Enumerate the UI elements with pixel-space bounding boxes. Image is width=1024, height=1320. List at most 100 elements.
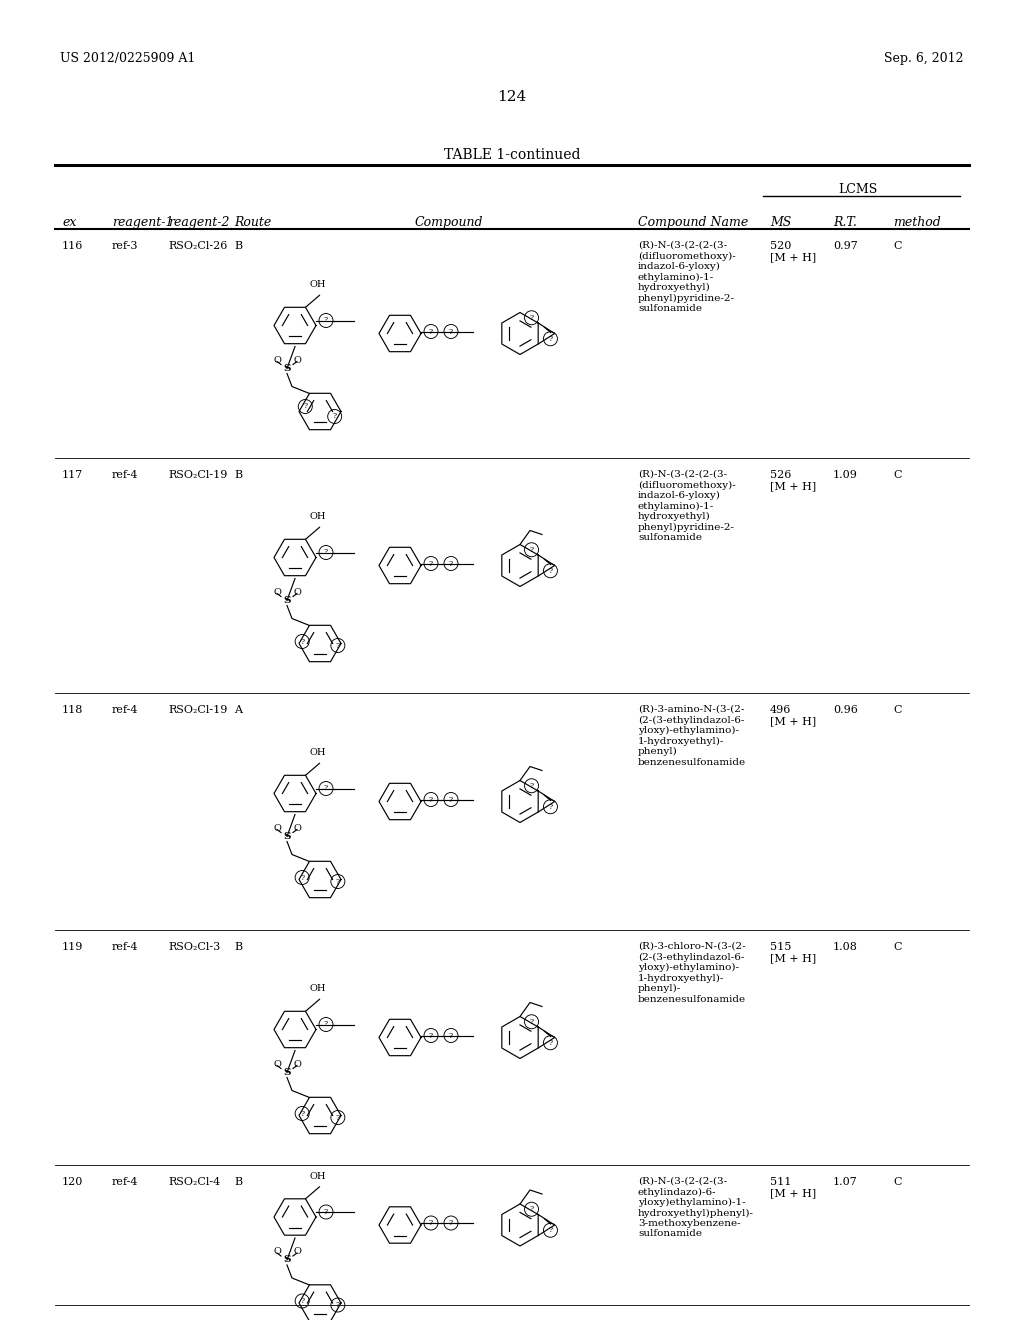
- Text: ref-4: ref-4: [112, 1177, 138, 1187]
- Text: 118: 118: [62, 705, 83, 715]
- Text: 124: 124: [498, 90, 526, 104]
- Text: LCMS: LCMS: [839, 183, 878, 195]
- Text: OH: OH: [309, 748, 326, 758]
- Text: ?: ?: [324, 1020, 328, 1028]
- Text: O: O: [273, 587, 281, 597]
- Text: RSO₂Cl-26: RSO₂Cl-26: [168, 242, 227, 251]
- Text: S: S: [284, 597, 291, 605]
- Text: 119: 119: [62, 942, 83, 952]
- Text: 117: 117: [62, 470, 83, 480]
- Text: 120: 120: [62, 1177, 83, 1187]
- Text: C: C: [893, 242, 901, 251]
- Text: ?: ?: [449, 327, 453, 335]
- Text: ?: ?: [336, 1302, 340, 1309]
- Text: ?: ?: [529, 314, 534, 322]
- Text: US 2012/0225909 A1: US 2012/0225909 A1: [60, 51, 196, 65]
- Text: 116: 116: [62, 242, 83, 251]
- Text: ?: ?: [336, 1114, 340, 1122]
- Text: (R)-N-(3-(2-(2-(3-
ethylindazo)-6-
yloxy)ethylamino)-1-
hydroxyethyl)phenyl)-
3-: (R)-N-(3-(2-(2-(3- ethylindazo)-6- yloxy…: [638, 1177, 754, 1238]
- Text: O: O: [293, 824, 301, 833]
- Text: ?: ?: [549, 803, 553, 810]
- Text: ?: ?: [429, 327, 433, 335]
- Text: B: B: [234, 470, 242, 480]
- Text: R.T.: R.T.: [833, 216, 857, 228]
- Text: reagent-2: reagent-2: [168, 216, 229, 228]
- Text: O: O: [273, 1060, 281, 1069]
- Text: B: B: [234, 1177, 242, 1187]
- Text: Compound Name: Compound Name: [638, 216, 749, 228]
- Text: (R)-N-(3-(2-(2-(3-
(difluoromethoxy)-
indazol-6-yloxy)
ethylamino)-1-
hydroxyeth: (R)-N-(3-(2-(2-(3- (difluoromethoxy)- in…: [638, 470, 736, 543]
- Text: Sep. 6, 2012: Sep. 6, 2012: [885, 51, 964, 65]
- Text: OH: OH: [309, 985, 326, 994]
- Text: ?: ?: [429, 1218, 433, 1228]
- Text: B: B: [234, 942, 242, 952]
- Text: ?: ?: [549, 1039, 553, 1047]
- Text: ?: ?: [449, 796, 453, 804]
- Text: O: O: [273, 356, 281, 366]
- Text: ?: ?: [324, 784, 328, 792]
- Text: 1.07: 1.07: [833, 1177, 858, 1187]
- Text: ?: ?: [303, 403, 307, 411]
- Text: 496
[M + H]: 496 [M + H]: [770, 705, 816, 726]
- Text: ?: ?: [300, 638, 304, 645]
- Text: ?: ?: [529, 781, 534, 789]
- Text: ?: ?: [300, 1110, 304, 1118]
- Text: A: A: [234, 705, 242, 715]
- Text: MS: MS: [770, 216, 792, 228]
- Text: OH: OH: [309, 1172, 326, 1181]
- Text: ?: ?: [529, 1205, 534, 1213]
- Text: C: C: [893, 942, 901, 952]
- Text: ?: ?: [324, 317, 328, 325]
- Text: ?: ?: [324, 549, 328, 557]
- Text: ref-3: ref-3: [112, 242, 138, 251]
- Text: 526
[M + H]: 526 [M + H]: [770, 470, 816, 491]
- Text: OH: OH: [309, 512, 326, 521]
- Text: 520
[M + H]: 520 [M + H]: [770, 242, 816, 263]
- Text: S: S: [284, 364, 291, 374]
- Text: (R)-N-(3-(2-(2-(3-
(difluoromethoxy)-
indazol-6-yloxy)
ethylamino)-1-
hydroxyeth: (R)-N-(3-(2-(2-(3- (difluoromethoxy)- in…: [638, 242, 736, 313]
- Text: RSO₂Cl-19: RSO₂Cl-19: [168, 470, 227, 480]
- Text: ?: ?: [449, 1218, 453, 1228]
- Text: ?: ?: [449, 1031, 453, 1040]
- Text: C: C: [893, 470, 901, 480]
- Text: S: S: [284, 832, 291, 841]
- Text: ref-4: ref-4: [112, 705, 138, 715]
- Text: OH: OH: [309, 280, 326, 289]
- Text: RSO₂Cl-19: RSO₂Cl-19: [168, 705, 227, 715]
- Text: 0.96: 0.96: [833, 705, 858, 715]
- Text: O: O: [293, 1060, 301, 1069]
- Text: C: C: [893, 1177, 901, 1187]
- Text: (R)-3-amino-N-(3-(2-
(2-(3-ethylindazol-6-
yloxy)-ethylamino)-
1-hydroxyethyl)-
: (R)-3-amino-N-(3-(2- (2-(3-ethylindazol-…: [638, 705, 746, 767]
- Text: ?: ?: [336, 642, 340, 649]
- Text: S: S: [284, 1068, 291, 1077]
- Text: method: method: [893, 216, 941, 228]
- Text: ?: ?: [549, 566, 553, 574]
- Text: O: O: [273, 824, 281, 833]
- Text: Route: Route: [234, 216, 271, 228]
- Text: ?: ?: [529, 545, 534, 554]
- Text: 0.97: 0.97: [833, 242, 858, 251]
- Text: RSO₂Cl-4: RSO₂Cl-4: [168, 1177, 220, 1187]
- Text: C: C: [893, 705, 901, 715]
- Text: ?: ?: [333, 412, 337, 421]
- Text: RSO₂Cl-3: RSO₂Cl-3: [168, 942, 220, 952]
- Text: ?: ?: [324, 1208, 328, 1216]
- Text: ?: ?: [429, 796, 433, 804]
- Text: O: O: [293, 356, 301, 366]
- Text: 1.08: 1.08: [833, 942, 858, 952]
- Text: 515
[M + H]: 515 [M + H]: [770, 942, 816, 964]
- Text: TABLE 1-continued: TABLE 1-continued: [443, 148, 581, 162]
- Text: B: B: [234, 242, 242, 251]
- Text: O: O: [293, 1247, 301, 1257]
- Text: ?: ?: [549, 335, 553, 343]
- Text: ?: ?: [449, 560, 453, 568]
- Text: ref-4: ref-4: [112, 470, 138, 480]
- Text: Compound: Compound: [415, 216, 483, 228]
- Text: ?: ?: [300, 874, 304, 882]
- Text: 511
[M + H]: 511 [M + H]: [770, 1177, 816, 1199]
- Text: ex: ex: [62, 216, 77, 228]
- Text: S: S: [284, 1255, 291, 1265]
- Text: 1.09: 1.09: [833, 470, 858, 480]
- Text: O: O: [293, 587, 301, 597]
- Text: O: O: [273, 1247, 281, 1257]
